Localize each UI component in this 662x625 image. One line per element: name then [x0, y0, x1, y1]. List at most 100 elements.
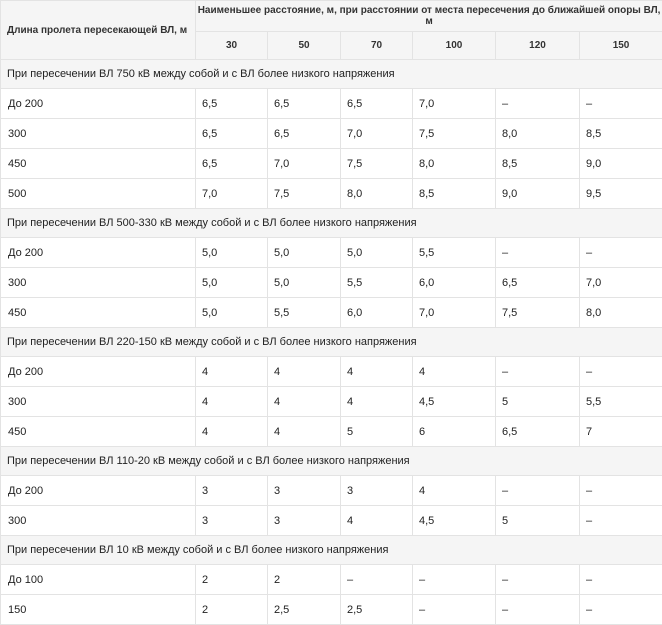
distance-value-cell: 9,5	[578, 178, 662, 209]
distance-value-cell: 7,5	[495, 297, 580, 328]
distance-value-cell: 6,5	[195, 88, 268, 119]
distance-value-cell: 5,0	[267, 237, 341, 268]
distance-value-cell: 7,0	[578, 267, 662, 298]
distance-value-cell: 5,0	[267, 267, 341, 298]
table-row: До 200 6,5 6,5 6,5 7,0– –	[0, 88, 662, 119]
distance-value-cell: 3	[267, 475, 341, 506]
distance-value-cell: 3	[195, 475, 268, 506]
distance-value-cell: 8,5	[412, 178, 496, 209]
distance-value-cell: 3	[195, 505, 268, 536]
distance-header: 30	[195, 31, 268, 60]
distance-value-cell: –	[495, 475, 580, 506]
distance-value-cell: 6,5	[495, 416, 580, 447]
distance-value-cell: –	[495, 356, 580, 387]
distance-value-cell: 6,0	[340, 297, 413, 328]
span-length-header: Длина пролета пересекающей ВЛ, м	[0, 0, 196, 60]
table-row: 300 6,5 6,5 7,0 7,5 8,0 8,5	[0, 118, 662, 149]
group-title: При пересечении ВЛ 10 кВ между собой и с…	[0, 535, 662, 565]
group-row: При пересечении ВЛ 750 кВ между собой и …	[0, 59, 662, 89]
group-row: При пересечении ВЛ 220-150 кВ между собо…	[0, 327, 662, 357]
distance-header: 50	[267, 31, 341, 60]
group-title: При пересечении ВЛ 750 кВ между собой и …	[0, 59, 662, 89]
table-row: 300 5,0 5,0 5,5 6,0 6,5 7,0	[0, 267, 662, 298]
distance-value-cell: 5,0	[340, 237, 413, 268]
distance-value-cell: –	[578, 237, 662, 268]
distance-value-cell: 7,0	[267, 148, 341, 179]
distance-value-cell: 5,0	[195, 297, 268, 328]
distance-value-cell: 8,0	[412, 148, 496, 179]
table-row: До 200 4 4 4 4– –	[0, 356, 662, 387]
table-row: 450 5,0 5,5 6,0 7,0 7,5 8,0	[0, 297, 662, 328]
distance-value-cell: 4,5	[412, 386, 496, 417]
distance-value-cell: 3	[267, 505, 341, 536]
distance-value-cell: 5	[340, 416, 413, 447]
table-row: 500 7,0 7,5 8,0 8,5 9,0 9,5	[0, 178, 662, 209]
span-length-cell: До 200	[0, 475, 196, 506]
span-length-cell: 300	[0, 505, 196, 536]
distance-value-cell: 5,0	[195, 267, 268, 298]
distance-value-cell: –	[578, 356, 662, 387]
distance-value-cell: 5	[495, 386, 580, 417]
distance-value-cell: 6	[412, 416, 496, 447]
distance-value-cell: –	[495, 594, 580, 625]
distance-value-cell: 7,5	[267, 178, 341, 209]
table-row: 300 3 3 4 4,5 5–	[0, 505, 662, 536]
distance-value-cell: 7	[578, 416, 662, 447]
table-row: До 100 2 2– – – –	[0, 564, 662, 595]
table-row: 150 2 2,5 2,5– – –	[0, 594, 662, 625]
distance-value-cell: 4	[340, 386, 413, 417]
distance-value-cell: 4	[267, 356, 341, 387]
distance-value-cell: 5,5	[578, 386, 662, 417]
distance-value-cell: 7,5	[340, 148, 413, 179]
distance-value-cell: –	[578, 505, 662, 536]
distance-value-cell: –	[578, 88, 662, 119]
distance-value-cell: 6,5	[267, 88, 341, 119]
group-title: При пересечении ВЛ 220-150 кВ между собо…	[0, 327, 662, 357]
distance-value-cell: 8,0	[340, 178, 413, 209]
distance-value-cell: –	[578, 564, 662, 595]
table-row: До 200 3 3 3 4– –	[0, 475, 662, 506]
distance-value-cell: 2,5	[267, 594, 341, 625]
distance-value-cell: 4	[412, 475, 496, 506]
distance-value-cell: 6,5	[495, 267, 580, 298]
span-length-cell: До 200	[0, 356, 196, 387]
table-row: До 200 5,0 5,0 5,0 5,5– –	[0, 237, 662, 268]
distance-value-cell: 8,0	[578, 297, 662, 328]
group-row: При пересечении ВЛ 110-20 кВ между собой…	[0, 446, 662, 476]
distance-value-cell: 3	[340, 475, 413, 506]
span-length-cell: До 100	[0, 564, 196, 595]
distance-value-cell: 2	[195, 594, 268, 625]
distance-value-cell: –	[340, 564, 413, 595]
span-length-cell: 300	[0, 267, 196, 298]
distance-value-cell: 4	[267, 416, 341, 447]
distance-value-cell: 4	[340, 505, 413, 536]
distance-value-cell: 2	[195, 564, 268, 595]
table-row: 300 4 4 4 4,5 5 5,5	[0, 386, 662, 417]
distance-value-cell: 6,0	[412, 267, 496, 298]
distance-value-cell: 5,0	[195, 237, 268, 268]
group-title: При пересечении ВЛ 110-20 кВ между собой…	[0, 446, 662, 476]
distance-value-cell: –	[578, 594, 662, 625]
distance-value-cell: 4	[195, 386, 268, 417]
distance-header: 150	[578, 31, 662, 60]
distance-value-cell: 6,5	[340, 88, 413, 119]
distance-value-cell: 2,5	[340, 594, 413, 625]
distance-value-cell: –	[495, 88, 580, 119]
distance-value-cell: 7,0	[412, 88, 496, 119]
distance-value-cell: –	[412, 564, 496, 595]
distance-value-cell: 8,5	[495, 148, 580, 179]
distance-value-cell: –	[412, 594, 496, 625]
distance-value-cell: 7,0	[412, 297, 496, 328]
distance-value-cell: 6,5	[267, 118, 341, 149]
span-length-cell: 300	[0, 386, 196, 417]
span-length-cell: До 200	[0, 237, 196, 268]
span-length-cell: До 200	[0, 88, 196, 119]
distance-value-cell: 7,0	[340, 118, 413, 149]
distance-value-cell: 5	[495, 505, 580, 536]
distance-header: 70	[340, 31, 413, 60]
group-row: При пересечении ВЛ 500-330 кВ между собо…	[0, 208, 662, 238]
distance-group-header: Наименьшее расстояние, м, при расстоянии…	[194, 0, 662, 32]
group-row: При пересечении ВЛ 10 кВ между собой и с…	[0, 535, 662, 565]
span-length-cell: 450	[0, 297, 196, 328]
